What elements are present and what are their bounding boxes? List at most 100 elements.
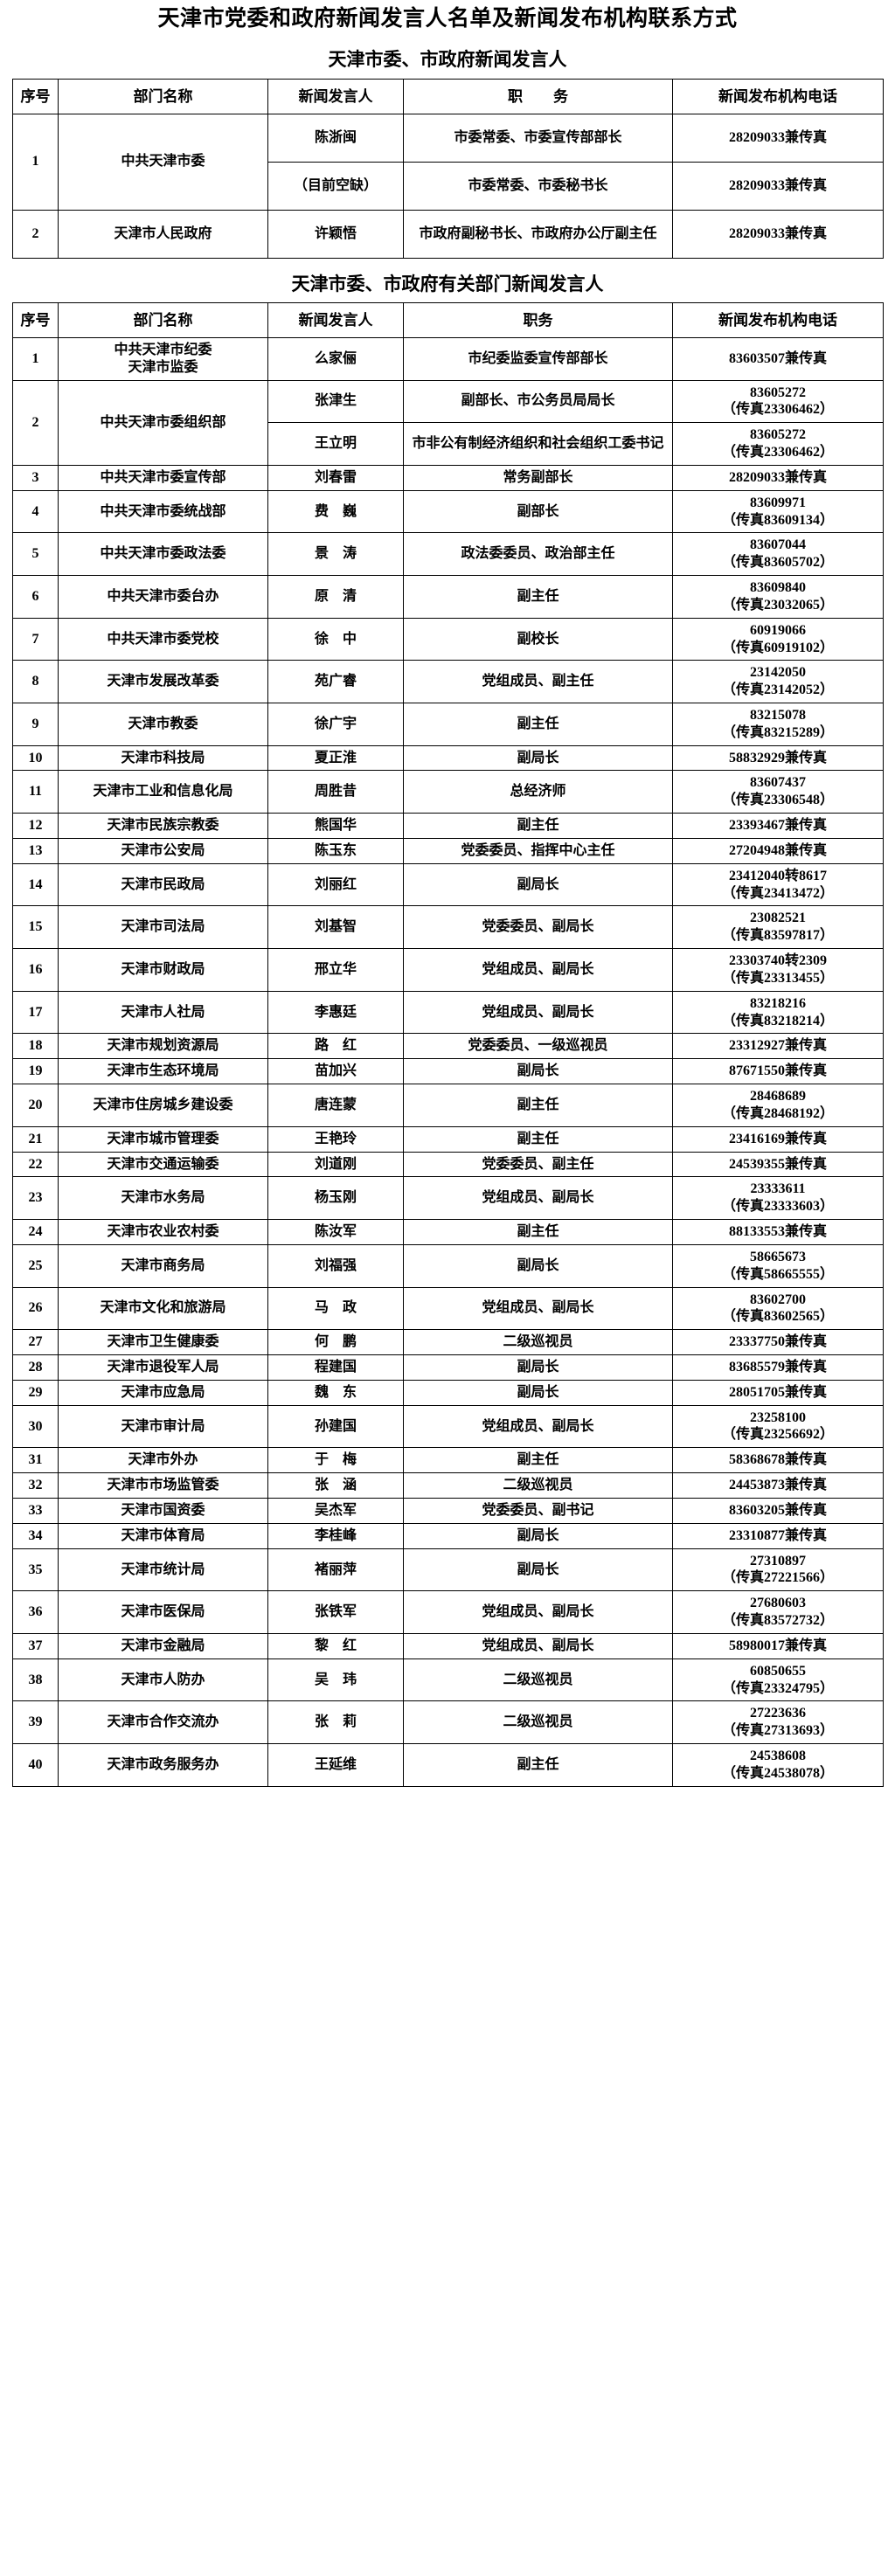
cell-index: 13 xyxy=(12,837,59,864)
cell-phone: 23412040转8617 （传真23413472） xyxy=(672,862,884,907)
table-row: 32 天津市市场监管委张 涵二级巡视员 24453873兼传真 xyxy=(12,1472,884,1499)
table-row: 1 中共天津市委 陈浙闽 市委常委、市委宣传部部长 28209033兼传真 xyxy=(12,113,884,211)
cell-duty: 二级巡视员 xyxy=(403,1700,673,1745)
cell-duty: 副局长 xyxy=(403,1379,673,1406)
table-row: 28 天津市退役军人局 程建国 副局长 83685579兼传真 xyxy=(12,1354,884,1381)
table-row: 14 天津市民政局 刘丽红 副局长 23412040转8617 （传真23413472） xyxy=(12,862,884,907)
column-header-spokesperson: 新闻发言人 xyxy=(267,301,404,338)
table-row: 2 中共天津市委组织部 张津生 副部长、市公务员局局长 83605272 （传真23306… xyxy=(12,379,884,466)
cell-index: 15 xyxy=(12,905,59,950)
cell-department: 天津市政务服务办 xyxy=(58,1743,268,1787)
table-row: 23 天津市水务局 杨玉刚 党组成员、副局长 23333611 （传真23333603） xyxy=(12,1176,884,1221)
cell-phone: 28209033兼传真 xyxy=(672,464,884,491)
column-header-duty: 职务 xyxy=(403,301,673,338)
cell-index: 9 xyxy=(12,702,59,746)
cell-duty: 副主任 xyxy=(403,575,673,619)
cell-duty: 党组成员、副局长 xyxy=(403,1404,673,1449)
cell-spokesperson: 陈浙闽 xyxy=(267,113,404,163)
cell-duty: 党委委员、副局长 xyxy=(403,905,673,950)
cell-duty: 政法委委员、政治部主任 xyxy=(403,532,673,577)
cell-index: 18 xyxy=(12,1033,59,1060)
cell-phone: 58368678兼传真 xyxy=(672,1447,884,1474)
cell-department: 天津市工业和信息化局 xyxy=(58,770,268,814)
cell-phone: 83218216 （传真83218214） xyxy=(672,990,884,1035)
table-row: 34 天津市体育局 李桂峰 副局长 23310877兼传真 xyxy=(12,1522,884,1549)
cell-department: 天津市金融局 xyxy=(58,1632,268,1659)
cell-phone: 28468689 （传真28468192） xyxy=(672,1084,884,1127)
cell-phone: 83609840 （传真23032065） xyxy=(672,575,884,619)
cell-department: 天津市国资委 xyxy=(58,1497,268,1524)
cell-index: 30 xyxy=(12,1404,59,1449)
cell-department: 中共天津市委党校 xyxy=(58,617,268,661)
cell-duty: 党组成员、副局长 xyxy=(403,948,673,992)
cell-spokesperson: 张铁军 xyxy=(267,1590,404,1634)
cell-spokesperson: 唐连蒙 xyxy=(267,1084,404,1127)
cell-spokesperson: 于 梅 xyxy=(267,1447,404,1474)
cell-index: 20 xyxy=(12,1084,59,1127)
cell-spokesperson: 王延维 xyxy=(267,1743,404,1787)
cell-spokesperson: （目前空缺） xyxy=(267,161,404,211)
cell-duty: 二级巡视员 xyxy=(403,1658,673,1702)
cell-phone: 24538608 （传真24538078） xyxy=(672,1743,884,1787)
table-row: 39 天津市合作交流办张 莉二级巡视员 27223636 （传真27313693） xyxy=(12,1700,884,1745)
table-row: 31 天津市外办于 梅副主任 58368678兼传真 xyxy=(12,1447,884,1474)
cell-index: 5 xyxy=(12,532,59,577)
cell-phone: 87671550兼传真 xyxy=(672,1058,884,1085)
cell-department: 天津市水务局 xyxy=(58,1176,268,1221)
table-row: 15 天津市司法局 刘基智 党委委员、副局长 23082521 （传真83597817） xyxy=(12,905,884,950)
cell-spokesperson: 张 涵 xyxy=(267,1472,404,1499)
cell-phone: 83685579兼传真 xyxy=(672,1354,884,1381)
table-row: 27 天津市卫生健康委何 鹏二级巡视员 23337750兼传真 xyxy=(12,1329,884,1355)
cell-phone: 24539355兼传真 xyxy=(672,1151,884,1178)
cell-duty: 副主任 xyxy=(403,1125,673,1153)
cell-phone: 23337750兼传真 xyxy=(672,1329,884,1355)
cell-phone: 27223636 （传真27313693） xyxy=(672,1700,884,1745)
cell-index: 1 xyxy=(12,336,59,381)
cell-duty: 党组成员、副主任 xyxy=(403,660,673,703)
cell-spokesperson: 褚丽萍 xyxy=(267,1548,404,1592)
cell-index: 40 xyxy=(12,1743,59,1787)
departments-spokesperson-table: 序号 部门名称 新闻发言人 职务 新闻发布机构电话 1 中共天津市纪委 天津市监委么… xyxy=(12,301,884,1787)
table-row: 3 中共天津市委宣传部 刘春雷 常务副部长 28209033兼传真 xyxy=(12,464,884,491)
table-row: 40 天津市政务服务办 王延维 副主任 24538608 （传真24538078） xyxy=(12,1743,884,1787)
cell-phone: 83607437 （传真23306548） xyxy=(672,770,884,814)
column-header-spokesperson: 新闻发言人 xyxy=(267,78,404,114)
cell-phone: 23333611 （传真23333603） xyxy=(672,1176,884,1221)
cell-duty: 副局长 xyxy=(403,744,673,772)
cell-duty: 副部长 xyxy=(403,489,673,534)
cell-spokesperson: 熊国华 xyxy=(267,813,404,839)
cell-department: 天津市商务局 xyxy=(58,1243,268,1288)
table-row: 7 中共天津市委党校徐 中副校长 60919066 （传真60919102） xyxy=(12,617,884,661)
cell-duty: 市政府副秘书长、市政府办公厅副主任 xyxy=(403,209,673,259)
cell-duty: 副主任 xyxy=(403,1219,673,1245)
cell-department: 天津市审计局 xyxy=(58,1404,268,1449)
cell-index: 21 xyxy=(12,1125,59,1153)
cell-duty: 总经济师 xyxy=(403,770,673,814)
column-header-index: 序号 xyxy=(12,301,59,338)
cell-duty: 常务副部长 xyxy=(403,464,673,491)
cell-spokesperson: 李桂峰 xyxy=(267,1522,404,1549)
cell-phone: 83609971 （传真83609134） xyxy=(672,489,884,534)
cell-phone: 23258100 （传真23256692） xyxy=(672,1404,884,1449)
cell-department: 中共天津市委统战部 xyxy=(58,489,268,534)
cell-department: 中共天津市委宣传部 xyxy=(58,464,268,491)
cell-spokesperson: 王立明 xyxy=(267,422,404,466)
cell-department: 天津市交通运输委 xyxy=(58,1151,268,1178)
table-row: 25 天津市商务局 刘福强 副局长 58665673 （传真58665555） xyxy=(12,1243,884,1288)
cell-spokesperson: 刘丽红 xyxy=(267,862,404,907)
table-row: 29 天津市应急局魏 东副局长 28051705兼传真 xyxy=(12,1379,884,1406)
cell-phone: 60919066 （传真60919102） xyxy=(672,617,884,661)
cell-spokesperson: 刘福强 xyxy=(267,1243,404,1288)
cell-spokesperson: 程建国 xyxy=(267,1354,404,1381)
cell-duty: 副局长 xyxy=(403,1354,673,1381)
cell-spokesperson: 孙建国 xyxy=(267,1404,404,1449)
cell-spokesperson: 王艳玲 xyxy=(267,1125,404,1153)
column-header-department: 部门名称 xyxy=(58,78,268,114)
table-row: 16 天津市财政局 邢立华 党组成员、副局长 23303740转2309 （传真23313… xyxy=(12,948,884,992)
cell-spokesperson: 陈汝军 xyxy=(267,1219,404,1245)
cell-duty: 二级巡视员 xyxy=(403,1472,673,1499)
cell-department: 天津市卫生健康委 xyxy=(58,1329,268,1355)
cell-department: 中共天津市委台办 xyxy=(58,575,268,619)
table-row: 24 天津市农业农村委 陈汝军 副主任 88133553兼传真 xyxy=(12,1219,884,1245)
cell-phone: 23082521 （传真83597817） xyxy=(672,905,884,950)
